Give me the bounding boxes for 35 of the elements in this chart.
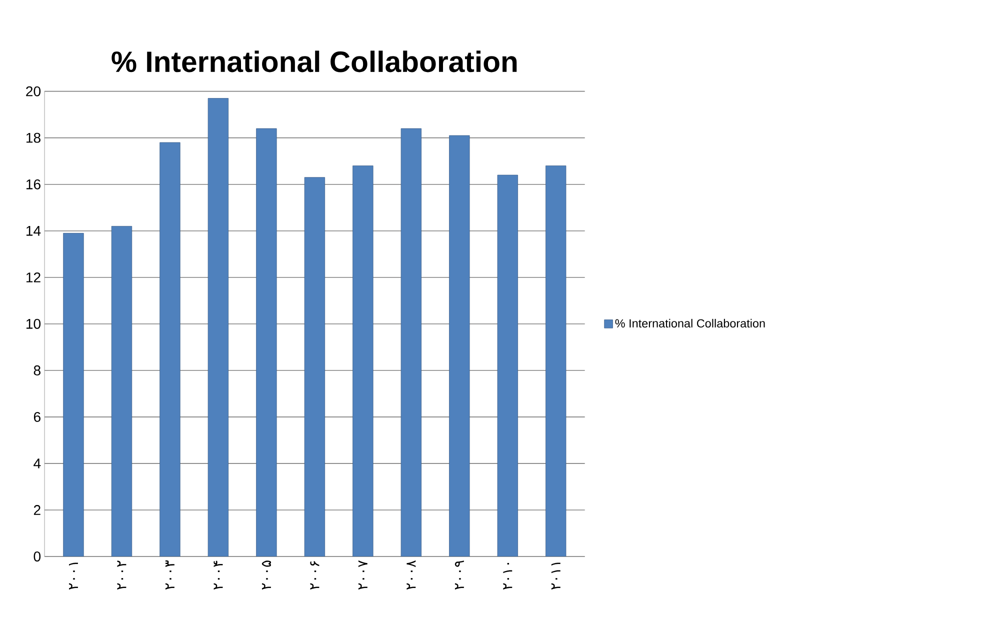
x-tick-label: ۲۰۰۱ bbox=[69, 562, 78, 590]
bar bbox=[497, 174, 518, 556]
chart-title: % International Collaboration bbox=[112, 50, 517, 72]
bar bbox=[63, 232, 84, 556]
bar bbox=[546, 165, 566, 556]
legend-label: % International Collaboration bbox=[615, 318, 765, 328]
bar bbox=[352, 165, 374, 556]
x-tick-label: ۲۰۰۶ bbox=[310, 561, 320, 590]
y-tick-label: 0 bbox=[34, 551, 41, 562]
bar bbox=[208, 98, 229, 556]
y-tick-label: 18 bbox=[26, 132, 40, 143]
bar bbox=[304, 177, 326, 556]
x-tick-label: ۲۰۰۹ bbox=[454, 560, 464, 590]
y-tick-label: 8 bbox=[34, 365, 40, 376]
x-tick-label: ۲۰۰۲ bbox=[117, 560, 126, 590]
x-tick-label: ۲۰۰۳ bbox=[165, 560, 174, 590]
x-tick-label: ۲۰۰۷ bbox=[358, 560, 368, 590]
bar bbox=[256, 128, 277, 556]
y-tick-label: 6 bbox=[34, 412, 40, 422]
bar bbox=[449, 135, 470, 556]
y-tick-label: 16 bbox=[26, 179, 40, 190]
y-tick-label: 4 bbox=[34, 458, 41, 468]
y-tick-label: 20 bbox=[26, 86, 41, 96]
y-tick-label: 10 bbox=[26, 318, 41, 329]
x-tick-label: ۲۰۱۱ bbox=[551, 562, 560, 590]
x-tick-label: ۲۰۰۴ bbox=[214, 560, 223, 590]
x-tick-label: ۲۰۱۰ bbox=[503, 562, 512, 590]
y-tick-label: 14 bbox=[26, 226, 41, 236]
bar bbox=[111, 226, 132, 556]
y-tick-label: 2 bbox=[34, 504, 40, 515]
bar bbox=[160, 142, 180, 556]
y-tick-label: 12 bbox=[26, 272, 40, 282]
x-tick-label: ۲۰۰۵ bbox=[262, 560, 272, 590]
x-tick-label: ۲۰۰۸ bbox=[406, 560, 416, 590]
bar bbox=[400, 128, 422, 556]
